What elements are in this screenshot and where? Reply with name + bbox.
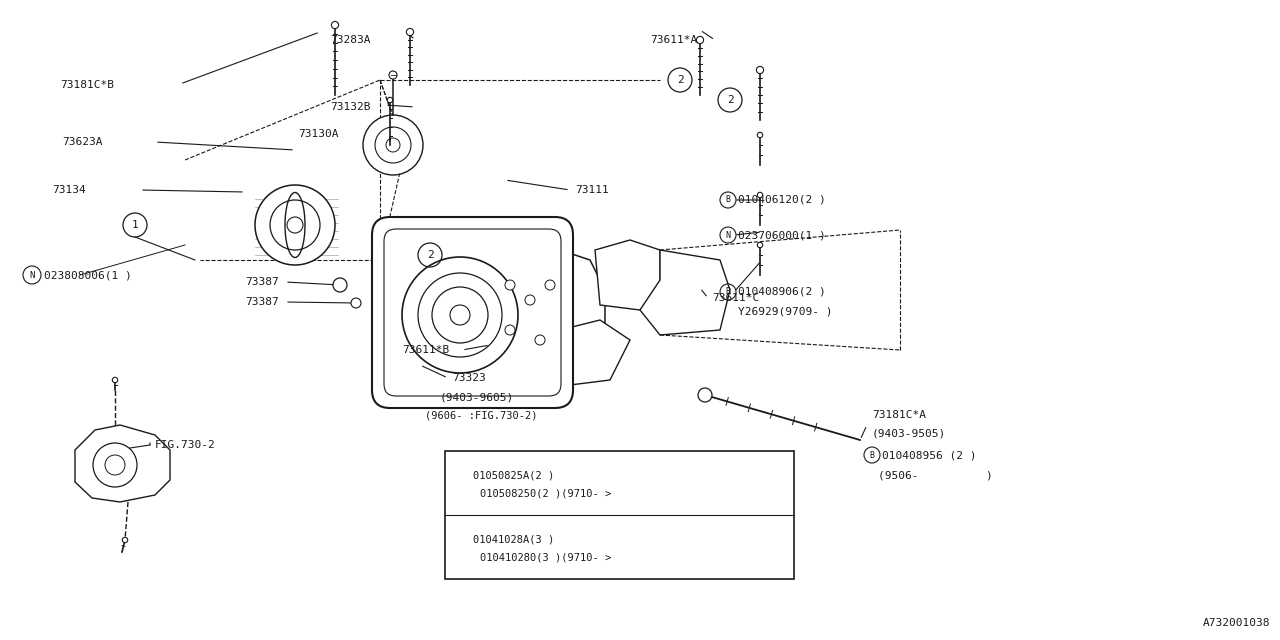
FancyBboxPatch shape	[445, 451, 794, 579]
Circle shape	[123, 538, 128, 543]
Text: 73387: 73387	[244, 297, 279, 307]
Text: 1: 1	[132, 220, 138, 230]
Circle shape	[113, 378, 118, 383]
Text: 73283A: 73283A	[330, 35, 370, 45]
Text: 73132B: 73132B	[330, 102, 370, 112]
Circle shape	[758, 132, 763, 138]
Text: 01050825A(2 ): 01050825A(2 )	[474, 470, 554, 480]
Text: 010406120(2 ): 010406120(2 )	[739, 195, 826, 205]
Text: 2: 2	[426, 250, 434, 260]
Text: (9403-9505): (9403-9505)	[872, 429, 946, 439]
Text: (9606- :FIG.730-2): (9606- :FIG.730-2)	[425, 411, 538, 421]
Circle shape	[364, 115, 422, 175]
Text: 73181C*B: 73181C*B	[60, 80, 114, 90]
Text: 73387: 73387	[244, 277, 279, 287]
Text: 73611*A: 73611*A	[650, 35, 698, 45]
Circle shape	[407, 28, 413, 36]
Text: 023706000(1 ): 023706000(1 )	[739, 230, 826, 240]
Circle shape	[696, 36, 704, 44]
Text: 010408906(2 ): 010408906(2 )	[739, 287, 826, 297]
Text: Y26929(9709- ): Y26929(9709- )	[739, 307, 832, 317]
Circle shape	[332, 21, 339, 29]
Text: 1: 1	[458, 478, 465, 488]
Circle shape	[758, 192, 763, 198]
Circle shape	[756, 67, 764, 74]
Text: 73611*B: 73611*B	[402, 345, 449, 355]
Circle shape	[545, 280, 556, 290]
Circle shape	[698, 388, 712, 402]
Circle shape	[333, 278, 347, 292]
Circle shape	[255, 185, 335, 265]
Circle shape	[389, 71, 397, 79]
Polygon shape	[595, 240, 660, 310]
Text: 023808006(1 ): 023808006(1 )	[44, 270, 132, 280]
Text: 73181C*A: 73181C*A	[872, 410, 925, 420]
Text: 2: 2	[458, 542, 465, 552]
Text: 73111: 73111	[575, 185, 609, 195]
Text: 73130A: 73130A	[298, 129, 338, 139]
Text: 73611*C: 73611*C	[712, 293, 759, 303]
Text: (9403-9605): (9403-9605)	[440, 392, 515, 402]
Circle shape	[506, 325, 515, 335]
Polygon shape	[76, 425, 170, 502]
Text: 73323: 73323	[452, 373, 485, 383]
Text: (9506-          ): (9506- )	[878, 470, 993, 480]
Text: B: B	[869, 451, 874, 460]
Polygon shape	[490, 320, 630, 385]
Circle shape	[535, 335, 545, 345]
Polygon shape	[640, 250, 730, 335]
Text: 010508250(2 )(9710- >: 010508250(2 )(9710- >	[480, 488, 612, 498]
Circle shape	[525, 295, 535, 305]
Circle shape	[388, 97, 393, 102]
Text: 010410280(3 )(9710- >: 010410280(3 )(9710- >	[480, 552, 612, 562]
Polygon shape	[468, 250, 605, 380]
Text: 2: 2	[677, 75, 684, 85]
FancyBboxPatch shape	[372, 217, 573, 408]
Circle shape	[506, 280, 515, 290]
Text: N: N	[29, 271, 35, 280]
Text: 73623A: 73623A	[61, 137, 102, 147]
Text: A732001038: A732001038	[1202, 618, 1270, 628]
Text: B: B	[726, 287, 731, 296]
Text: 73134: 73134	[52, 185, 86, 195]
Text: 2: 2	[727, 95, 733, 105]
Circle shape	[758, 243, 763, 248]
Text: B: B	[726, 195, 731, 205]
Text: 010408956 (2 ): 010408956 (2 )	[882, 450, 977, 460]
Text: FIG.730-2: FIG.730-2	[155, 440, 216, 450]
Text: 01041028A(3 ): 01041028A(3 )	[474, 534, 554, 544]
Text: N: N	[726, 230, 731, 239]
Circle shape	[351, 298, 361, 308]
